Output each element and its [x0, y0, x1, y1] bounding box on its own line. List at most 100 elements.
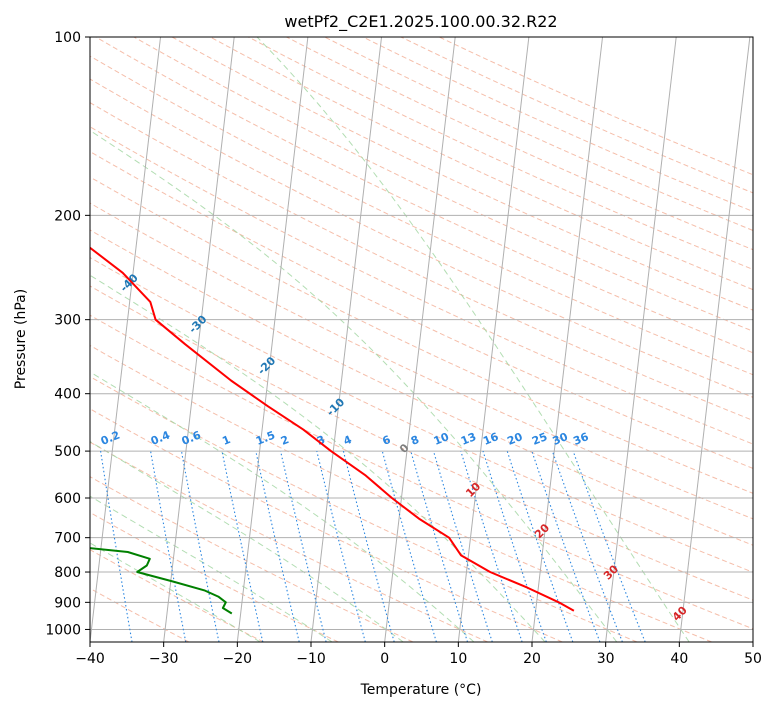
- moist-adiabat: [256, 37, 690, 642]
- mixing-ratio-line: [460, 450, 523, 642]
- dry-adiabat: [133, 37, 753, 332]
- mixing-ratio-line: [255, 450, 300, 642]
- y-tick-label: 400: [54, 387, 81, 403]
- mixing-ratio-line: [280, 450, 327, 642]
- isotherm-label: 30: [601, 562, 621, 582]
- y-tick-label: 300: [54, 313, 81, 329]
- background-lines: [0, 37, 753, 642]
- y-tick-label: 600: [54, 491, 81, 507]
- isotherm-label: 10: [463, 480, 483, 500]
- x-tick-label: −10: [296, 651, 326, 667]
- mixing-ratio-label: 3: [315, 433, 327, 448]
- isoline-labels: 0.10.20.40.611.52346810131620253036-100-…: [0, 188, 690, 624]
- mixing-ratio-label: 2: [279, 433, 291, 448]
- y-axis-title: Pressure (hPa): [13, 289, 29, 389]
- mixing-ratio-label: 36: [571, 430, 590, 448]
- x-tick-label: 10: [449, 651, 467, 667]
- mixing-ratio-line: [342, 450, 395, 642]
- x-axis: −40 −30 −20 −10 0 10 20 30 40 50: [75, 642, 762, 667]
- mixing-ratio-label: 0.2: [99, 429, 122, 448]
- mixing-ratio-label: 13: [459, 430, 478, 448]
- moist-adiabat: [90, 371, 475, 642]
- mixing-ratio-line: [531, 450, 601, 642]
- chart-title: wetPf2_C2E1.2025.100.00.32.R22: [284, 12, 557, 32]
- dry-adiabat: [90, 285, 753, 601]
- dry-adiabat: [90, 408, 563, 642]
- dry-adiabat: [324, 37, 753, 231]
- mixing-ratio-label: 0.6: [180, 428, 203, 447]
- mixing-ratio-label: 8: [409, 433, 421, 448]
- moist-adiabat: [90, 440, 404, 642]
- y-tick-label: 800: [54, 565, 81, 581]
- x-tick-label: 30: [597, 651, 615, 667]
- isotherm-label: -50: [49, 230, 72, 253]
- isotherm: [605, 37, 677, 642]
- x-tick-label: −30: [149, 651, 179, 667]
- dry-adiabat: [90, 476, 414, 642]
- isotherm-label: -10: [324, 395, 347, 418]
- mixing-ratio-line: [551, 450, 623, 642]
- x-tick-label: 0: [380, 651, 389, 667]
- x-axis-title: Temperature (°C): [360, 682, 482, 698]
- mixing-ratio-label: 0.4: [149, 428, 172, 447]
- plot-frame: [89, 36, 754, 643]
- dry-adiabat: [90, 376, 638, 642]
- mixing-ratio-line: [316, 450, 366, 642]
- isotherm: [384, 37, 456, 642]
- isotherm: [752, 637, 753, 642]
- isotherm: [90, 37, 162, 642]
- y-tick-label: 700: [54, 531, 81, 547]
- y-tick-label: 900: [54, 595, 81, 611]
- mixing-ratio-label: 4: [342, 433, 354, 448]
- dry-adiabat: [90, 176, 753, 494]
- y-tick-label: 500: [54, 444, 81, 460]
- isotherm-label: -60: [0, 188, 3, 211]
- mixing-ratio-line: [150, 451, 187, 642]
- dry-adiabat: [90, 344, 712, 642]
- isotherm-label: -20: [255, 354, 278, 377]
- dry-adiabat: [95, 37, 753, 354]
- isotherm-label: -40: [118, 271, 141, 294]
- y-axis: 100 200 300 400 500 600 700 800 900 1000: [45, 30, 90, 638]
- x-tick-label: 40: [670, 651, 688, 667]
- isotherm: [678, 37, 751, 642]
- x-tick-label: 50: [744, 651, 762, 667]
- dry-adiabat: [90, 78, 753, 398]
- dry-adiabat: [438, 37, 753, 176]
- isotherm: [0, 37, 13, 642]
- x-tick-label: 20: [523, 651, 541, 667]
- dry-adiabat: [90, 314, 753, 630]
- mixing-ratio-line: [410, 450, 469, 642]
- isotherm: [531, 37, 604, 642]
- mixing-ratio-label: 25: [530, 430, 549, 448]
- x-tick-label: −20: [223, 651, 253, 667]
- mixing-ratio-label: 20: [505, 430, 524, 448]
- mixing-ratio-label: 1: [220, 433, 232, 448]
- mixing-ratio-line: [506, 450, 574, 642]
- dry-adiabat: [248, 37, 753, 271]
- profile-series-1: [90, 246, 575, 612]
- mixing-ratio-line: [381, 450, 437, 642]
- dry-adiabat: [171, 37, 753, 311]
- dry-adiabat: [90, 126, 753, 445]
- mixing-ratio-line: [180, 451, 220, 642]
- profile-lines: [90, 246, 575, 615]
- profile-series-2: [90, 547, 233, 615]
- moist-adiabat: [90, 495, 333, 642]
- dry-adiabat: [90, 441, 488, 642]
- isotherm-label: 40: [670, 603, 690, 623]
- dry-adiabat: [90, 511, 339, 642]
- y-tick-label: 200: [54, 208, 81, 224]
- x-tick-label: −40: [75, 651, 105, 667]
- mixing-ratio-line: [100, 451, 133, 642]
- isotherm: [457, 37, 530, 642]
- mixing-ratio-label: 30: [551, 430, 570, 448]
- isotherm: [163, 37, 235, 642]
- mixing-ratio-label: 10: [432, 430, 451, 448]
- mixing-ratio-line: [432, 450, 493, 642]
- dry-adiabat: [400, 37, 753, 194]
- dry-adiabat: [362, 37, 753, 213]
- y-tick-label: 1000: [45, 622, 81, 638]
- isotherm-label: 20: [532, 521, 552, 541]
